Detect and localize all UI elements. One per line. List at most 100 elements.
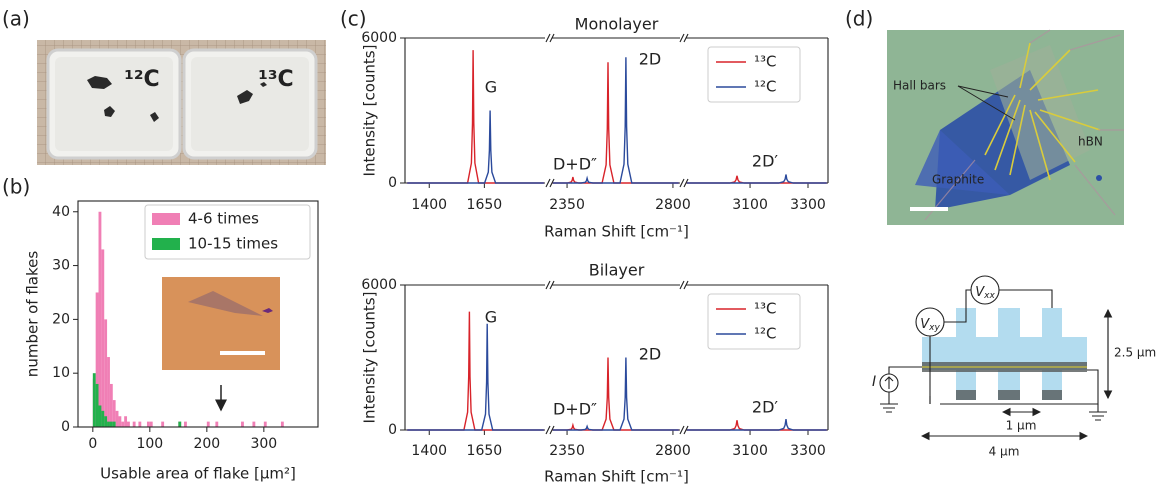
bar: [118, 416, 122, 427]
x-tick-label: 1650: [467, 197, 503, 213]
legend-label: 10-15 times: [188, 235, 278, 253]
x-tick-label: 200: [193, 436, 220, 452]
symbol: V: [920, 317, 930, 332]
bar: [215, 421, 219, 427]
bar: [115, 410, 119, 427]
y-tick-label: 30: [52, 258, 70, 274]
x-tick-label: 2350: [549, 197, 585, 213]
x-tick-label: 0: [88, 436, 97, 452]
break-mark: [549, 425, 555, 435]
axes-frame: [77, 200, 319, 428]
break-mark: [679, 178, 685, 188]
dimension-label: 2.5 µm: [1114, 346, 1156, 360]
x-tick-label: 3100: [732, 443, 768, 459]
bar: [124, 416, 128, 427]
voltage-label: Vxy: [920, 317, 940, 333]
bar: [109, 421, 113, 427]
break-mark: [545, 33, 551, 43]
x-tick-label: 1400: [411, 197, 447, 213]
break-mark: [679, 33, 685, 43]
y-tick-label: 10: [52, 365, 70, 381]
peak-label: D+D″: [553, 155, 597, 174]
bar: [107, 421, 110, 427]
bar: [132, 421, 136, 427]
break-mark: [545, 425, 551, 435]
peak-label: 2D′: [752, 152, 779, 171]
bar: [161, 421, 165, 427]
y-tick-label: 40: [52, 204, 70, 220]
x-tick-label: 2800: [655, 443, 691, 459]
break-mark: [545, 280, 551, 290]
bar: [263, 421, 267, 427]
legend-label: ¹³C: [754, 53, 777, 71]
break-mark: [549, 33, 555, 43]
bar: [104, 319, 108, 427]
y-tick-label: 6000: [361, 277, 397, 293]
bar: [280, 421, 284, 427]
chart-title: Bilayer: [589, 261, 645, 280]
x-axis-label: Raman Shift [cm⁻¹]: [544, 468, 689, 486]
spectrum-line: [407, 57, 827, 184]
legend-label: 4-6 times: [188, 210, 259, 228]
inset-photo: [162, 277, 280, 412]
spectrum-line: [407, 323, 827, 431]
panel-label: (b): [2, 175, 30, 199]
x-tick-label: 2800: [655, 197, 691, 213]
y-tick-label: 0: [388, 175, 397, 191]
bar: [112, 400, 116, 427]
x-axis-label: Raman Shift [cm⁻¹]: [544, 223, 689, 241]
bar: [104, 416, 108, 427]
bar: [112, 421, 116, 427]
bar: [178, 421, 182, 427]
photo-label: Hall bars: [893, 79, 946, 93]
break-mark: [549, 178, 555, 188]
legend-box: [707, 46, 801, 103]
dimension-label: 1 µm: [1006, 419, 1037, 433]
legend-box: [707, 293, 801, 350]
bar: [95, 383, 99, 427]
bar: [138, 421, 142, 427]
y-tick-label: 0: [61, 419, 70, 435]
break-mark: [549, 280, 555, 290]
bar: [92, 373, 96, 427]
y-tick-label: 0: [388, 422, 397, 438]
panel-label: (d): [845, 7, 873, 31]
x-tick-label: 3300: [790, 197, 826, 213]
bar: [149, 421, 153, 427]
x-tick-label: 300: [250, 436, 277, 452]
x-tick-label: 3300: [790, 443, 826, 459]
subscript: xx: [983, 291, 995, 301]
y-axis-label: Intensity [counts]: [361, 45, 379, 177]
dimension-label: 4 µm: [989, 445, 1020, 459]
peak-label: G: [485, 308, 497, 327]
legend-label: ¹²C: [754, 78, 777, 96]
break-mark: [683, 178, 689, 188]
x-tick-label: 2350: [549, 443, 585, 459]
x-tick-label: 1400: [411, 443, 447, 459]
hall-bar-schematic: [879, 275, 1113, 441]
panel-label: (a): [2, 7, 30, 31]
bar: [146, 421, 150, 427]
break-mark: [679, 425, 685, 435]
current-label: I: [872, 374, 876, 390]
photo-label: ¹²C: [124, 67, 159, 92]
subscript: xy: [928, 323, 940, 333]
photo-a: [37, 40, 326, 165]
bar: [98, 211, 102, 427]
peak-label: D+D″: [553, 400, 597, 419]
x-axis-label: Usable area of flake [µm²]: [100, 465, 296, 483]
y-axis-label: Intensity [counts]: [361, 292, 379, 424]
x-tick-label: 1650: [467, 443, 503, 459]
legend-swatch: [152, 213, 180, 225]
peak-label: G: [485, 78, 497, 97]
photo-label: hBN: [1078, 135, 1103, 149]
voltage-label: Vxx: [975, 285, 995, 301]
panel-label: (c): [340, 7, 367, 31]
bar: [109, 383, 113, 427]
bar: [107, 357, 110, 427]
bar: [101, 410, 105, 427]
x-tick-label: 100: [136, 436, 163, 452]
break-mark: [683, 33, 689, 43]
break-mark: [679, 280, 685, 290]
